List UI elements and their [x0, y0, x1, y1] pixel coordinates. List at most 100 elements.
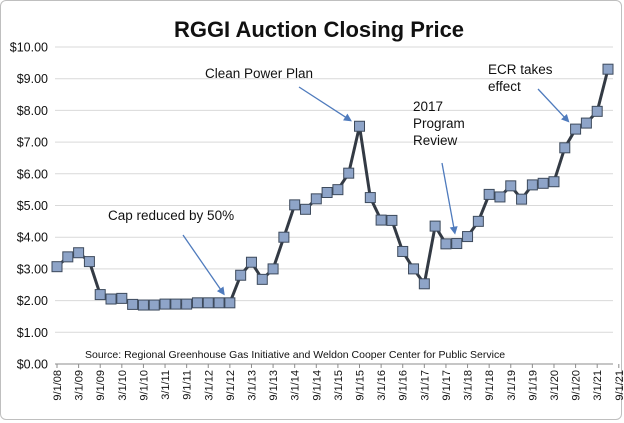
- data-point-marker: [580, 117, 592, 129]
- data-point-marker: [591, 105, 603, 117]
- y-tick-label: $2.00: [17, 294, 48, 308]
- x-tick-label: 3/1/18: [463, 370, 475, 401]
- annotation-arrow: [298, 86, 348, 119]
- data-point-marker: [127, 298, 139, 310]
- x-tick-label: 3/1/13: [246, 370, 258, 401]
- x-tick-label: 9/1/09: [95, 370, 107, 401]
- annotation-arrowhead: [216, 286, 225, 296]
- data-point-marker: [397, 245, 409, 257]
- y-tick-label: $7.00: [17, 136, 48, 150]
- y-tick-label: $8.00: [17, 104, 48, 118]
- grid-lines: [55, 46, 613, 365]
- data-point-marker: [472, 215, 484, 227]
- x-axis-ticks: 9/1/08 3/1/09 9/1/09 3/1/10 9/1/10 3/1/11 9/1/…: [52, 364, 624, 401]
- x-tick-label: 3/1/19: [506, 370, 518, 401]
- annotation-arrowhead: [561, 113, 570, 123]
- x-tick-label: 9/1/11: [182, 370, 194, 400]
- series-price: [51, 63, 614, 311]
- y-tick-label: $5.00: [17, 199, 48, 213]
- annotation-label: 2017: [413, 99, 443, 114]
- data-point-marker: [181, 298, 193, 310]
- data-point-marker: [73, 247, 85, 259]
- data-point-marker: [94, 289, 106, 301]
- x-tick-label: 3/1/16: [376, 370, 388, 401]
- data-point-marker: [570, 123, 582, 135]
- x-tick-label: 3/1/21: [592, 370, 604, 401]
- x-tick-label: 9/1/14: [311, 370, 323, 401]
- data-point-marker: [418, 278, 430, 290]
- data-point-marker: [494, 191, 506, 203]
- data-point-marker: [159, 298, 171, 310]
- y-tick-label: $3.00: [17, 262, 48, 276]
- x-tick-label: 9/1/19: [527, 370, 539, 401]
- data-point-marker: [62, 251, 74, 263]
- data-point-marker: [213, 297, 225, 309]
- data-point-marker: [602, 63, 614, 75]
- annotation-arrowhead: [449, 226, 458, 235]
- x-tick-label: 3/1/17: [419, 370, 431, 401]
- data-point-marker: [278, 231, 290, 243]
- data-point-marker: [548, 176, 560, 188]
- data-point-marker: [526, 179, 538, 191]
- x-tick-label: 3/1/20: [549, 370, 561, 401]
- x-tick-label: 3/1/14: [290, 370, 302, 401]
- data-point-marker: [289, 199, 301, 211]
- y-tick-label: $6.00: [17, 167, 48, 181]
- data-point-marker: [83, 256, 95, 268]
- annotation-label: Cap reduced by 50%: [108, 208, 234, 223]
- data-point-marker: [170, 298, 182, 310]
- x-tick-label: 3/1/11: [160, 370, 172, 400]
- x-tick-label: 3/1/09: [74, 370, 86, 401]
- x-tick-label: 9/1/16: [398, 370, 410, 401]
- data-point-marker: [386, 214, 398, 226]
- x-tick-label: 9/1/10: [138, 370, 150, 401]
- data-point-marker: [364, 192, 376, 204]
- annotations: Cap reduced by 50% Clean Power Plan 2017 Pr…: [108, 62, 570, 296]
- data-point-marker: [116, 292, 128, 304]
- data-point-marker: [235, 269, 247, 281]
- annotation-label: effect: [488, 79, 521, 94]
- annotation-label: Review: [413, 133, 458, 148]
- data-point-marker: [245, 256, 257, 268]
- data-point-marker: [440, 238, 452, 250]
- data-point-marker: [310, 193, 322, 205]
- y-tick-label: $9.00: [17, 72, 48, 86]
- data-point-marker: [256, 273, 268, 285]
- x-tick-label: 9/1/21: [614, 370, 624, 401]
- x-tick-label: 9/1/12: [225, 370, 237, 401]
- annotation-label: ECR takes: [488, 62, 553, 77]
- annotation-arrow: [441, 162, 455, 229]
- x-tick-label: 9/1/18: [484, 370, 496, 401]
- y-tick-label: $10.00: [10, 41, 48, 55]
- data-point-marker: [224, 297, 236, 309]
- data-point-marker: [267, 263, 279, 275]
- x-tick-label: 3/1/12: [203, 370, 215, 401]
- data-point-marker: [375, 214, 387, 226]
- y-axis-ticks: $0.00 $1.00 $2.00 $3.00 $4.00 $5.00 $6.00 $7.00…: [10, 41, 48, 372]
- data-point-marker: [462, 231, 474, 243]
- y-tick-label: $4.00: [17, 231, 48, 245]
- data-point-marker: [408, 263, 420, 275]
- data-point-marker: [516, 193, 528, 205]
- data-point-marker: [332, 184, 344, 196]
- data-point-marker: [451, 238, 463, 250]
- data-point-marker: [354, 120, 366, 132]
- annotation-label: Clean Power Plan: [205, 66, 313, 81]
- x-tick-label: 9/1/15: [355, 370, 367, 401]
- x-tick-label: 3/1/10: [117, 370, 129, 401]
- y-tick-label: $0.00: [17, 358, 48, 372]
- data-point-marker: [137, 299, 149, 311]
- data-point-marker: [537, 177, 549, 189]
- source-note: Source: Regional Greenhouse Gas Initiati…: [85, 349, 505, 361]
- data-point-marker: [483, 188, 495, 200]
- data-point-marker: [202, 297, 214, 309]
- x-tick-label: 9/1/20: [571, 370, 583, 401]
- data-point-marker: [429, 220, 441, 232]
- annotation-label: Program: [413, 116, 465, 131]
- annotation-arrow: [537, 88, 566, 119]
- x-tick-label: 9/1/17: [441, 370, 453, 401]
- data-point-marker: [51, 261, 63, 273]
- data-point-marker: [505, 180, 517, 192]
